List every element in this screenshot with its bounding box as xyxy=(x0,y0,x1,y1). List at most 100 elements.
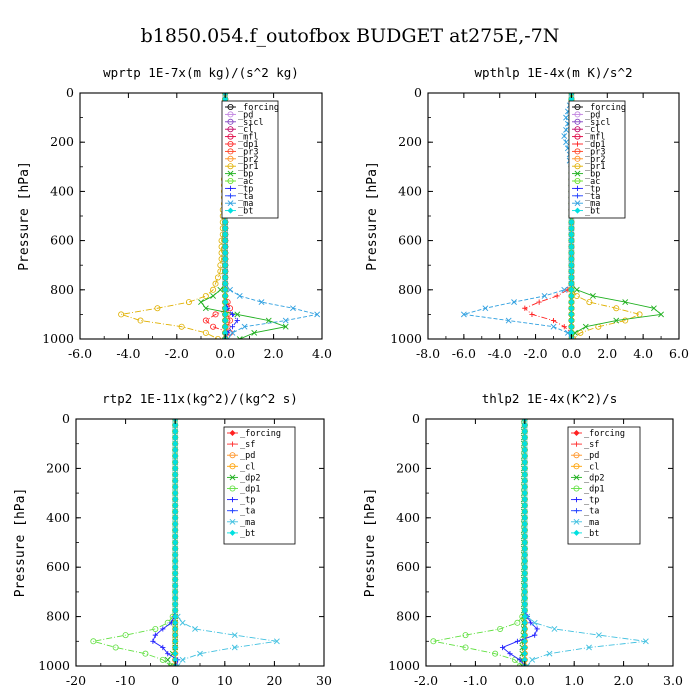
legend-label: _sf xyxy=(584,440,599,450)
data-point-bt xyxy=(172,625,179,632)
legend-marker xyxy=(227,163,234,170)
data-point-bt xyxy=(172,440,179,447)
legend-label: _forcing xyxy=(585,103,626,113)
legend: _forcing_sf_pd_cl_dp2 _dp1_tp_ta_ma_bt xyxy=(223,426,296,545)
legend: _forcing_pd_sicl_cl_mfl_dp1_pr3_pr2_pr1_… xyxy=(221,100,279,219)
legend-label: _pr1 xyxy=(238,162,258,172)
data-point-tp xyxy=(534,626,540,632)
chart-panels: wprtp 1E-7x(m kg)/(s^2 kg) Pressure [hPa]… xyxy=(13,65,689,688)
legend-label: _bt xyxy=(585,207,600,217)
legend-label: _dp1 xyxy=(585,140,605,150)
legend-marker xyxy=(574,118,581,125)
data-point-bt xyxy=(172,638,179,645)
data-point-dp1 xyxy=(550,317,557,324)
data-point-ma xyxy=(282,317,289,324)
data-point-bt xyxy=(172,576,179,583)
data-point-pr1 xyxy=(202,329,209,336)
legend-label: _pd xyxy=(240,451,255,461)
data-point-ma xyxy=(564,329,571,336)
legend-label: _dp1 xyxy=(238,140,258,150)
y-tick-label: 800 xyxy=(46,609,70,624)
y-tick-label: 800 xyxy=(50,282,74,297)
data-point-dp1 xyxy=(90,638,97,645)
data-point-bt xyxy=(521,613,528,620)
data-point-bt xyxy=(521,595,528,602)
data-point-bt xyxy=(172,434,179,441)
y-tick-label: 1000 xyxy=(390,331,422,346)
legend-label: _pr3 xyxy=(585,147,605,157)
data-point-tp xyxy=(532,632,538,638)
data-point-bt xyxy=(172,539,179,546)
legend-marker xyxy=(574,155,581,162)
data-point-bt xyxy=(172,545,179,552)
legend-label: _bp xyxy=(585,170,600,180)
y-tick-label: 800 xyxy=(398,282,422,297)
data-point-bt xyxy=(521,490,528,497)
data-point-bt xyxy=(521,434,528,441)
data-point-bt xyxy=(521,508,528,515)
data-point-bt xyxy=(568,311,575,318)
data-point-bt xyxy=(521,446,528,453)
legend-marker xyxy=(573,508,580,514)
data-point-ma xyxy=(531,619,538,626)
data-point-bt xyxy=(222,274,229,281)
series-group xyxy=(430,419,649,666)
data-point-bt xyxy=(172,520,179,527)
data-point-dp1 xyxy=(516,663,523,666)
data-point-bt xyxy=(222,292,229,299)
data-point-bt xyxy=(521,570,528,577)
data-point-bt xyxy=(521,483,528,490)
data-point-dp1 xyxy=(522,305,528,311)
data-point-bt xyxy=(521,545,528,552)
data-point-bp xyxy=(202,305,209,312)
x-tick-label: 10 xyxy=(217,673,233,688)
legend-marker xyxy=(573,474,580,481)
data-point-bt xyxy=(568,317,575,324)
legend-marker xyxy=(227,140,234,147)
data-point-bt xyxy=(172,428,179,435)
chart-panel-4: thlp2 1E-4x(K^2)/s Pressure [hPa] -2.0 -1.0… xyxy=(363,391,683,688)
data-point-bt xyxy=(521,422,528,429)
legend-label: _ta xyxy=(240,507,255,517)
data-point-tp xyxy=(507,651,513,657)
data-point-bt xyxy=(568,305,575,312)
y-tick-label: 400 xyxy=(46,510,70,525)
data-point-ma xyxy=(236,293,243,299)
x-tick-label: 2.0 xyxy=(264,346,284,361)
data-point-dp1 xyxy=(561,324,567,330)
data-point-pr1 xyxy=(202,292,209,299)
data-point-bt xyxy=(222,317,229,324)
legend-label: _ma xyxy=(584,518,599,528)
data-point-bp xyxy=(573,286,580,293)
data-point-bt xyxy=(172,650,179,657)
x-tick-label: 2.0 xyxy=(597,346,617,361)
data-point-bt xyxy=(521,582,528,589)
data-point-bt xyxy=(521,650,528,657)
legend-marker xyxy=(227,104,234,111)
legend-label: _pr3 xyxy=(238,147,258,157)
y-tick-label: 600 xyxy=(50,233,74,248)
legend-label: _tp xyxy=(240,496,255,506)
x-tick-label: 30 xyxy=(316,673,332,688)
data-point-bp xyxy=(650,305,657,312)
x-tick-label: 0.0 xyxy=(515,673,535,688)
legend-marker xyxy=(227,200,234,207)
data-point-ma xyxy=(258,299,265,306)
data-point-bt xyxy=(172,508,179,515)
legend-marker xyxy=(227,118,234,125)
y-tick-label: 200 xyxy=(50,134,74,149)
y-tick-label: 400 xyxy=(396,510,420,525)
x-tick-label: -1.0 xyxy=(463,673,487,688)
data-point-bt xyxy=(172,446,179,453)
legend-label: _ta xyxy=(584,507,599,517)
legend-marker xyxy=(573,485,580,492)
data-point-bt xyxy=(172,496,179,503)
data-point-bt xyxy=(521,533,528,540)
data-point-bt xyxy=(568,225,575,232)
legend-label: _ma xyxy=(585,199,600,209)
legend-label: _sicl xyxy=(238,118,264,128)
data-point-tp xyxy=(514,638,520,644)
data-point-bt xyxy=(521,632,528,639)
legend-label: _forcing xyxy=(238,103,279,113)
